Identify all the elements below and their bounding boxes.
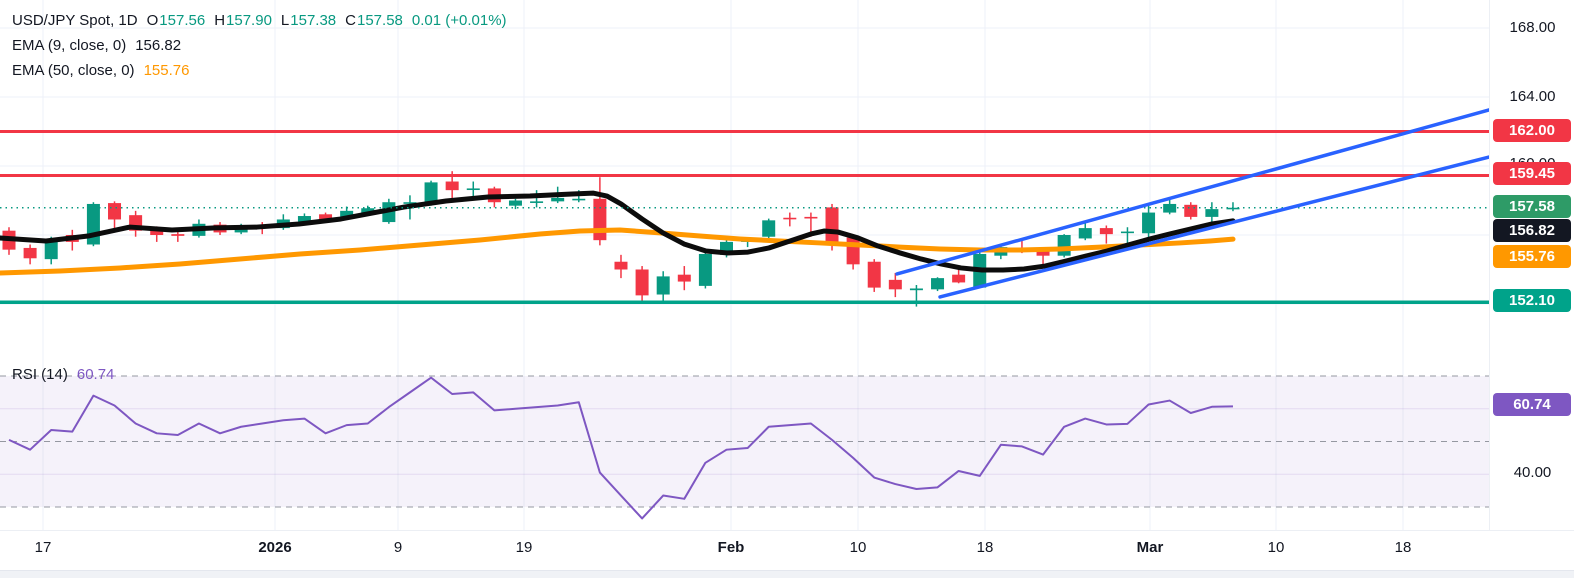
- candle-body[interactable]: [635, 269, 649, 296]
- rsi-axis-label: 40.00: [1513, 464, 1552, 481]
- candle-body[interactable]: [23, 247, 37, 259]
- channel-lower-trendline[interactable]: [938, 155, 1489, 299]
- candle-body[interactable]: [762, 220, 776, 237]
- time-axis[interactable]: 17 2026 9 19 Feb 10 18 Mar 10 18: [0, 530, 1574, 571]
- time-axis-label: 2026: [258, 539, 292, 556]
- candle-body[interactable]: [1163, 203, 1177, 213]
- candle-body[interactable]: [171, 234, 185, 236]
- close-value: C 157.58: [345, 12, 403, 29]
- candle-body[interactable]: [698, 253, 712, 286]
- candle-body[interactable]: [403, 202, 417, 204]
- rsi-band: [0, 376, 1489, 507]
- candle-body[interactable]: [1205, 209, 1219, 217]
- symbol-legend-row[interactable]: USD/JPY Spot, 1D O 157.56 H 157.90 L 157.38…: [12, 8, 507, 33]
- time-axis-label: 10: [1267, 539, 1285, 556]
- ema9-line[interactable]: [0, 190, 1236, 273]
- time-axis-label: Feb: [717, 539, 745, 556]
- channel-upper-trendline[interactable]: [895, 108, 1489, 276]
- ema9-legend-row[interactable]: EMA (9, close, 0) 156.82: [12, 33, 507, 58]
- candle-body[interactable]: [108, 203, 122, 220]
- price-axis-label: 168.00: [1509, 19, 1556, 36]
- ema50-legend-row[interactable]: EMA (50, close, 0) 155.76: [12, 58, 507, 83]
- price-axis-badge: 162.00: [1493, 119, 1571, 142]
- price-axis-badge: 155.76: [1493, 245, 1571, 268]
- candle-body[interactable]: [1036, 251, 1050, 256]
- candle-body[interactable]: [340, 210, 354, 218]
- rsi-label: RSI (14): [12, 366, 68, 383]
- candle-body[interactable]: [44, 239, 58, 260]
- candle-body[interactable]: [952, 274, 966, 283]
- candle-body[interactable]: [530, 201, 544, 203]
- time-axis-label: 17: [34, 539, 52, 556]
- candle-body[interactable]: [593, 198, 607, 241]
- candle-body[interactable]: [361, 208, 375, 214]
- candle-body[interactable]: [1099, 228, 1113, 235]
- price-axis-badge: 156.82: [1493, 219, 1571, 242]
- chart-legend: USD/JPY Spot, 1D O 157.56 H 157.90 L 157.38…: [12, 8, 507, 83]
- change-value: 0.01 (+0.01%): [411, 12, 507, 29]
- candle-body[interactable]: [846, 237, 860, 265]
- candle-body[interactable]: [424, 182, 438, 203]
- ema50-label: EMA (50, close, 0): [12, 62, 135, 79]
- candle-body[interactable]: [677, 274, 691, 282]
- time-axis-label: Mar: [1136, 539, 1164, 556]
- candle-body[interactable]: [150, 228, 164, 235]
- candle-body[interactable]: [783, 217, 797, 220]
- candle-body[interactable]: [888, 279, 902, 290]
- price-chart[interactable]: [0, 0, 1489, 578]
- price-axis-badge: 152.10: [1493, 289, 1571, 312]
- candle-body[interactable]: [466, 188, 480, 191]
- rsi-value: 60.74: [76, 366, 115, 383]
- candle-body[interactable]: [931, 278, 945, 290]
- symbol-title[interactable]: USD/JPY Spot, 1D: [12, 12, 138, 29]
- price-axis-badge: 159.45: [1493, 162, 1571, 185]
- time-axis-label: 9: [393, 539, 403, 556]
- ema50-value: 155.76: [143, 62, 190, 79]
- rsi-line[interactable]: [8, 376, 1233, 520]
- time-axis-label: 19: [515, 539, 533, 556]
- candle-body[interactable]: [909, 288, 923, 291]
- candle-body[interactable]: [804, 216, 818, 219]
- candle-body[interactable]: [1078, 228, 1092, 239]
- rsi-legend-row[interactable]: RSI (14) 60.74: [12, 366, 114, 383]
- candle-body[interactable]: [1120, 231, 1134, 234]
- candle-body[interactable]: [1057, 235, 1071, 256]
- candle-body[interactable]: [297, 216, 311, 224]
- candle-body[interactable]: [825, 207, 839, 243]
- price-axis[interactable]: 168.00164.00160.00162.00159.45157.58156.…: [1489, 0, 1574, 530]
- price-axis-label: 164.00: [1509, 88, 1556, 105]
- time-axis-label: 18: [1394, 539, 1412, 556]
- candle-body[interactable]: [1226, 207, 1240, 210]
- time-axis-label: 10: [849, 539, 867, 556]
- low-value: L 157.38: [280, 12, 337, 29]
- candle-body[interactable]: [614, 261, 628, 270]
- candle-body[interactable]: [551, 197, 565, 202]
- candle-body[interactable]: [1184, 204, 1198, 217]
- ema50-line[interactable]: [0, 227, 1236, 276]
- ema9-value: 156.82: [135, 37, 182, 54]
- ema9-label: EMA (9, close, 0): [12, 37, 127, 54]
- candle-body[interactable]: [445, 181, 459, 191]
- candle-body[interactable]: [319, 214, 333, 222]
- candle-body[interactable]: [656, 276, 670, 295]
- price-axis-badge: 157.58: [1493, 195, 1571, 218]
- candle-body[interactable]: [572, 198, 586, 201]
- high-value: H 157.90: [214, 12, 272, 29]
- open-value: O 157.56: [146, 12, 206, 29]
- bottom-toolbar-strip: [0, 570, 1574, 578]
- rsi-axis-badge: 60.74: [1493, 393, 1571, 416]
- candle-body[interactable]: [508, 200, 522, 206]
- time-axis-label: 18: [976, 539, 994, 556]
- candle-body[interactable]: [1142, 212, 1156, 234]
- candle-body[interactable]: [867, 261, 881, 288]
